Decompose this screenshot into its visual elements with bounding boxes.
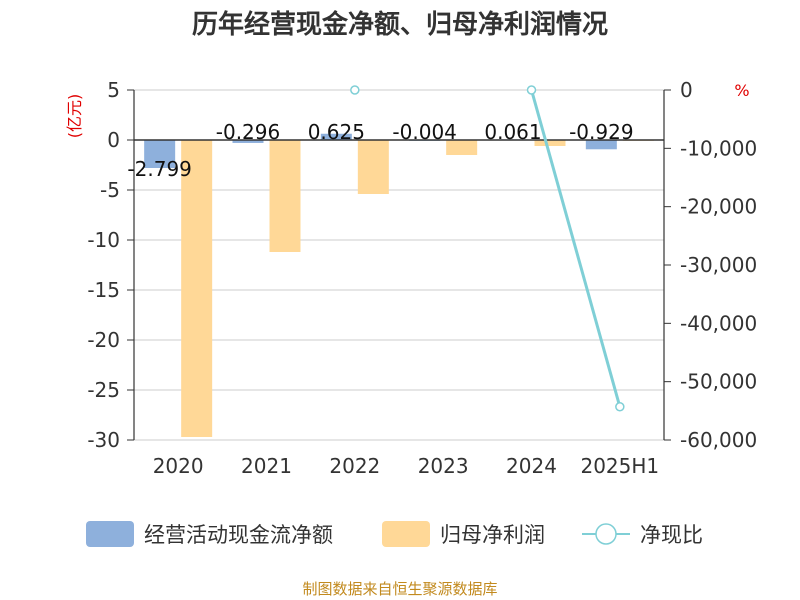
bars xyxy=(144,133,654,437)
net-profit-bar xyxy=(181,140,213,437)
ratio-point xyxy=(350,85,360,95)
legend-swatch-cash-flow xyxy=(86,521,134,547)
cash-flow-bar xyxy=(144,140,176,168)
left-tick-label: -15 xyxy=(87,278,120,302)
x-tick-label: 2020 xyxy=(153,454,204,478)
left-tick-label: -5 xyxy=(100,178,120,202)
x-tick-label: 2023 xyxy=(418,454,469,478)
x-tick-label: 2021 xyxy=(241,454,292,478)
net-profit-bar xyxy=(269,140,301,252)
legend-label-cash-flow: 经营活动现金流净额 xyxy=(144,523,333,547)
right-tick-label: -40,000 xyxy=(680,311,757,335)
legend-swatch-ratio-marker xyxy=(595,523,617,545)
right-axis-unit: % xyxy=(734,81,749,100)
cash-flow-data-label: -0.004 xyxy=(392,120,456,144)
right-tick-label: -20,000 xyxy=(680,195,757,219)
left-axis-unit: (亿元) xyxy=(65,94,84,139)
left-tick-label: 0 xyxy=(107,128,120,152)
left-tick-label: -30 xyxy=(87,428,120,452)
right-tick-label: -30,000 xyxy=(680,253,757,277)
cash-flow-data-label: -0.929 xyxy=(569,120,633,144)
x-tick-label: 2024 xyxy=(506,454,557,478)
legend: 经营活动现金流净额 归母净利润 净现比 xyxy=(86,521,703,547)
cash-flow-data-label: 0.061 xyxy=(484,120,541,144)
ratio-line xyxy=(350,85,625,412)
ratio-point xyxy=(615,402,625,412)
data-labels: -2.799 -0.296 0.625 -0.004 0.061 -0.929 xyxy=(127,120,633,181)
right-tick-label: -60,000 xyxy=(680,428,757,452)
legend-label-net-profit: 归母净利润 xyxy=(440,523,545,547)
x-tick-label: 2022 xyxy=(329,454,380,478)
left-tick-label: 5 xyxy=(107,78,120,102)
source-note: 制图数据来自恒生聚源数据库 xyxy=(302,580,497,598)
net-profit-bar xyxy=(534,140,566,146)
right-tick-label: -50,000 xyxy=(680,370,757,394)
net-profit-bar xyxy=(357,140,389,194)
cash-flow-data-label: 0.625 xyxy=(308,120,365,144)
left-tick-label: -25 xyxy=(87,378,120,402)
x-tick-label: 2025H1 xyxy=(580,454,659,478)
cash-flow-data-label: -0.296 xyxy=(216,120,280,144)
legend-label-ratio: 净现比 xyxy=(640,523,703,547)
cash-flow-bar xyxy=(232,140,264,143)
cash-flow-bar xyxy=(585,140,617,150)
left-tick-label: -10 xyxy=(87,228,120,252)
ratio-point xyxy=(526,85,537,95)
chart-title: 历年经营现金净额、归母净利润情况 xyxy=(192,9,608,40)
right-axis-ticks: 0 -10,000 -20,000 -30,000 -40,000 -50,000 -60,… xyxy=(664,78,757,452)
ratio-line-segment xyxy=(530,89,622,408)
cash-flow-data-label: -2.799 xyxy=(127,157,191,181)
cash-flow-bar xyxy=(320,133,352,140)
left-axis-ticks: 5 0 -5 -10 -15 -20 -25 -30 xyxy=(87,78,134,452)
right-tick-label: 0 xyxy=(680,78,693,102)
left-tick-label: -20 xyxy=(87,328,120,352)
x-axis-ticks: 2020 2021 2022 2023 2024 2025H1 xyxy=(153,454,659,478)
legend-swatch-net-profit xyxy=(382,521,430,547)
right-tick-label: -10,000 xyxy=(680,136,757,160)
net-profit-bar xyxy=(446,140,478,155)
